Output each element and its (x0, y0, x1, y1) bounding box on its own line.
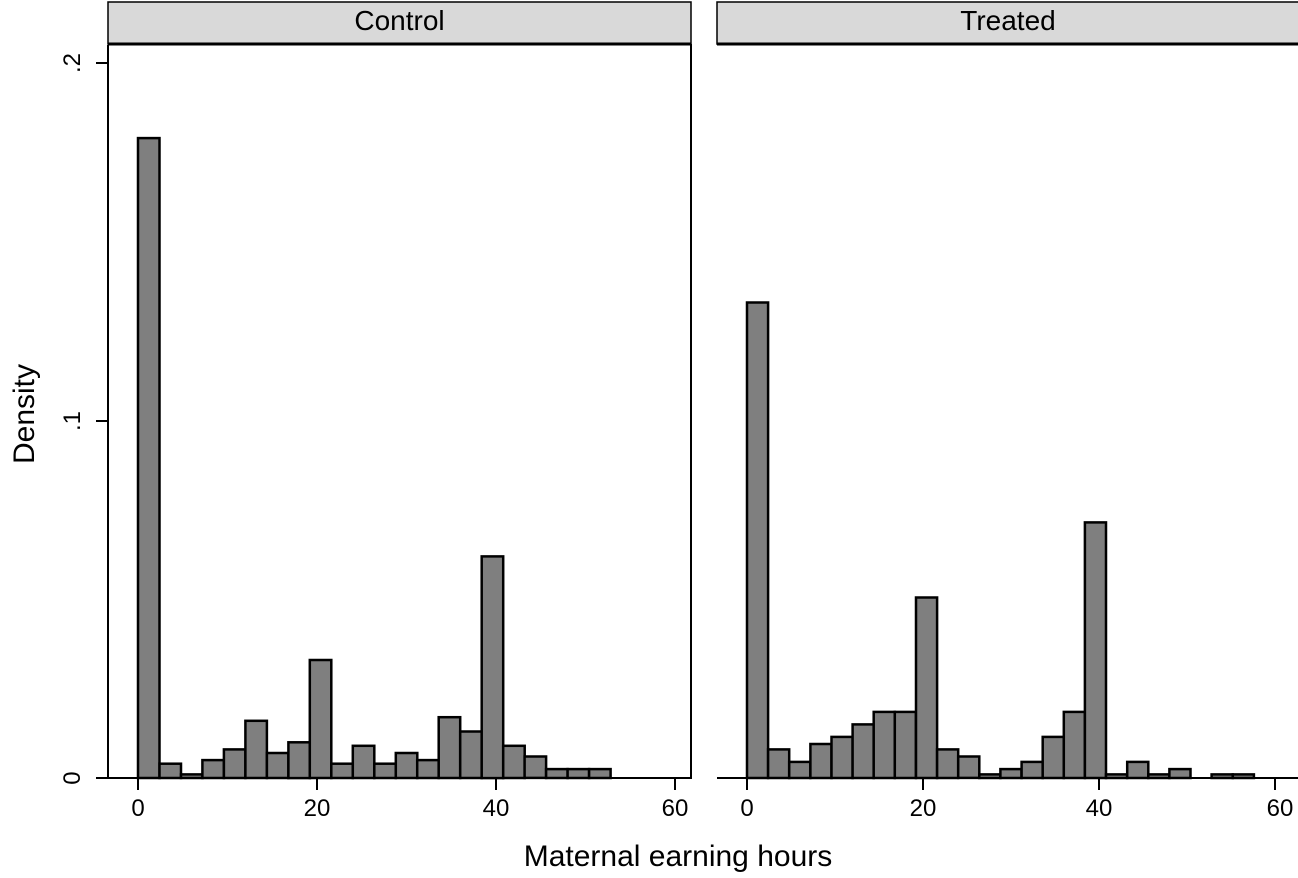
histogram-bar-treated-19 (1147, 773, 1171, 780)
histogram-bar-treated-10 (956, 755, 981, 780)
histogram-bar-control-16 (480, 555, 505, 780)
histogram-bar-treated-21 (1210, 773, 1234, 780)
histogram-bar-treated-12 (999, 767, 1023, 780)
histogram-bar-control-11 (373, 762, 398, 780)
x-tick-label: 60 (662, 795, 689, 822)
histogram-bar-control-20 (566, 767, 591, 780)
histogram-bar-treated-14 (1041, 735, 1066, 780)
histogram-bar-control-14 (437, 715, 462, 780)
histogram-bar-treated-9 (935, 748, 960, 780)
histogram-bar-treated-16 (1083, 521, 1108, 780)
histogram-bar-control-5 (244, 719, 269, 780)
panel-header-control (107, 1, 692, 45)
x-ticks-control: 0 20 40 60 (131, 778, 688, 822)
histogram-bar-treated-6 (872, 710, 897, 780)
panel-header-treated (716, 1, 1298, 45)
histogram-bar-control-18 (523, 755, 548, 780)
histogram-bar-control-6 (265, 751, 290, 780)
histogram-bar-treated-1 (766, 748, 791, 780)
panel-treated: Treated 0 20 40 60 (716, 1, 1298, 822)
histogram-bar-control-1 (158, 762, 183, 780)
histogram-bar-control-9 (330, 762, 355, 780)
bars-treated (745, 301, 1256, 780)
histogram-bar-treated-5 (851, 723, 875, 780)
histogram-bar-control-4 (222, 748, 247, 780)
histogram-bar-treated-7 (893, 710, 918, 780)
histogram-bar-control-7 (287, 741, 312, 780)
histogram-bar-control-12 (394, 751, 419, 780)
histogram-bar-control-0 (136, 136, 161, 780)
histogram-bar-treated-4 (830, 735, 854, 780)
histogram-bar-treated-13 (1020, 760, 1044, 780)
y-tick-label-0: 0 (59, 771, 86, 784)
y-tick-label-1: .1 (59, 411, 86, 431)
histogram-bar-treated-0 (745, 301, 770, 780)
histogram-bar-treated-20 (1168, 767, 1192, 780)
panel-title-treated: Treated (960, 5, 1055, 36)
histogram-bar-treated-8 (914, 596, 939, 780)
histogram-bar-control-13 (415, 758, 440, 780)
histogram-bar-treated-11 (978, 773, 1002, 780)
histogram-bar-treated-18 (1125, 760, 1150, 780)
histogram-bar-control-8 (308, 658, 333, 780)
x-tick-label: 40 (1086, 795, 1113, 822)
histogram-bar-control-19 (544, 767, 569, 780)
y-axis-title: Density (8, 364, 41, 464)
histogram-bar-control-21 (587, 767, 612, 780)
y-tick-label-2: .2 (59, 53, 86, 73)
histogram-bar-treated-15 (1062, 710, 1087, 780)
histogram-bar-control-2 (179, 773, 204, 780)
histogram-bar-treated-2 (787, 760, 812, 780)
x-tick-label: 20 (304, 795, 331, 822)
x-tick-label: 40 (483, 795, 510, 822)
histogram-bar-treated-22 (1231, 773, 1256, 780)
x-tick-label: 60 (1267, 795, 1294, 822)
x-ticks-treated: 0 20 40 60 (740, 778, 1293, 822)
y-axis: 0 .1 .2 (59, 45, 109, 785)
histogram-bar-control-10 (351, 744, 376, 780)
histogram-bar-control-3 (201, 758, 226, 780)
panel-control: Control 0 20 40 60 (107, 1, 692, 822)
x-tick-label: 20 (910, 795, 937, 822)
x-tick-label: 0 (131, 795, 144, 822)
histogram-bar-treated-17 (1104, 773, 1129, 780)
panel-title-control: Control (354, 5, 444, 36)
histogram-bar-treated-3 (809, 742, 833, 780)
x-axis-title: Maternal earning hours (524, 840, 833, 873)
x-tick-label: 0 (740, 795, 753, 822)
bars-control (136, 136, 612, 780)
histogram-bar-control-17 (501, 744, 526, 780)
histogram-bar-control-15 (458, 730, 483, 780)
